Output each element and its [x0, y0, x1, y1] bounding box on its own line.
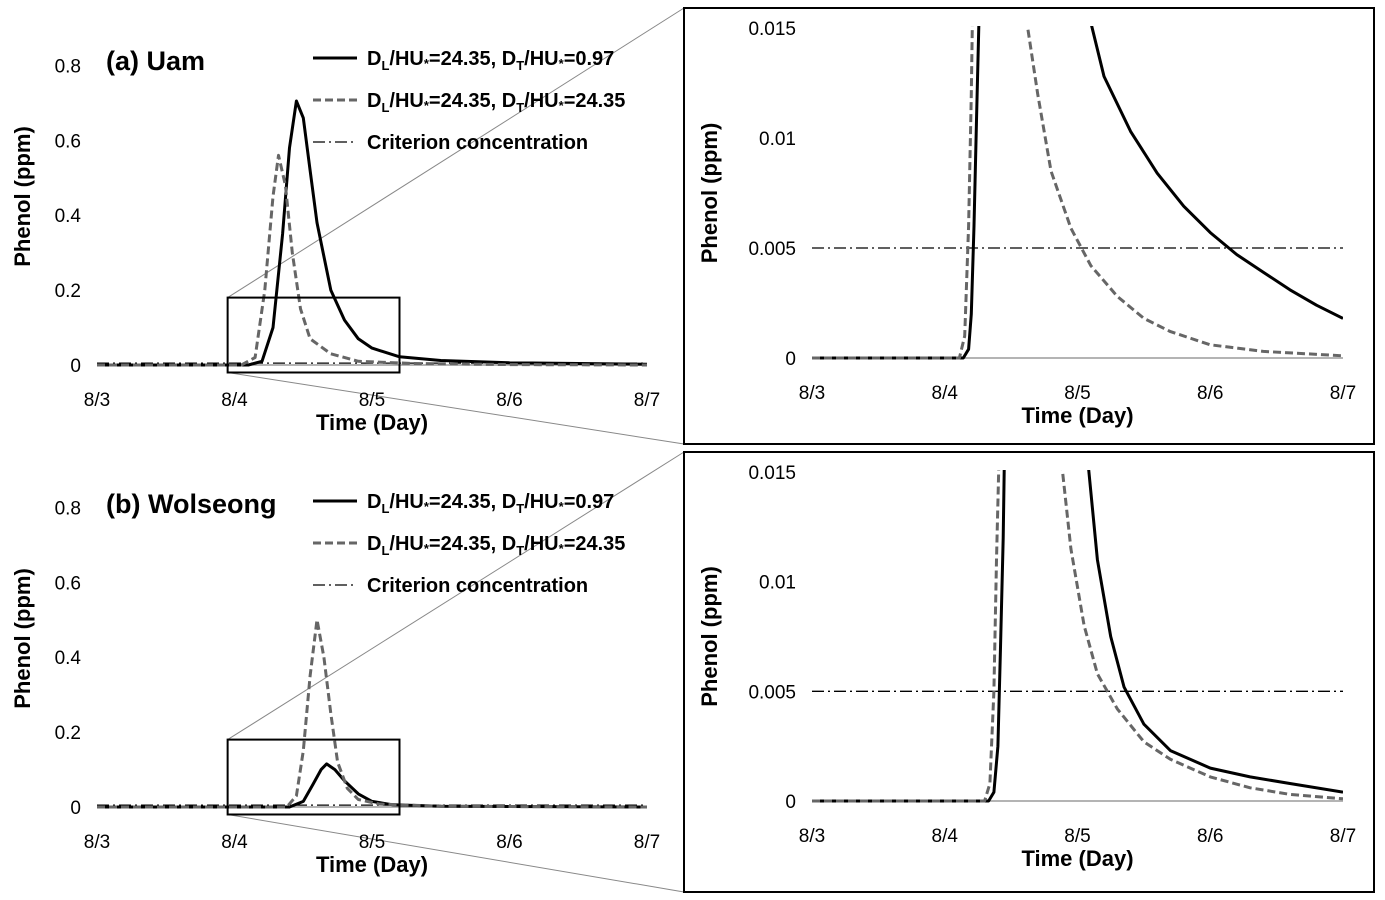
x-tick-label: 8/7 — [1330, 826, 1356, 847]
x-tick-label: 8/6 — [1197, 383, 1223, 404]
zoom-frame-a — [683, 7, 1375, 445]
zoom-connector-top — [227, 451, 685, 741]
series-line-solid — [812, 26, 981, 360]
x-tick-label: 8/5 — [359, 390, 385, 411]
x-tick-label: 8/3 — [84, 390, 110, 411]
x-tick-label: 8/3 — [84, 832, 110, 853]
legend-entry-label: DL/HU*=24.35, DT/HU*=24.35 — [367, 533, 625, 558]
y-axis-label: Phenol (ppm) — [10, 568, 35, 709]
legend-entry-label: DL/HU*=24.35, DT/HU*=0.97 — [367, 491, 614, 516]
y-tick-label: 0.4 — [55, 648, 82, 669]
series-line-solid — [1090, 26, 1343, 320]
legend-entry-label: Criterion concentration — [367, 132, 588, 154]
x-tick-label: 8/7 — [1330, 383, 1356, 404]
x-tick-label: 8/7 — [634, 832, 660, 853]
y-tick-label: 0 — [785, 349, 796, 370]
series-line-dashed — [97, 153, 647, 367]
y-tick-label: 0.005 — [748, 239, 796, 260]
y-tick-label: 0.6 — [55, 573, 81, 594]
y-tick-label: 0.01 — [759, 573, 796, 594]
x-tick-label: 8/7 — [634, 390, 660, 411]
chart-wolseong-main: 8/3 8/4 8/5 8/6 8/7 0 0.2 0.4 0.6 0.8 Time (Day) Ph… — [10, 489, 660, 877]
zoom-box — [226, 738, 401, 816]
y-axis-label: Phenol (ppm) — [10, 126, 35, 267]
chart-uam-main: 8/3 8/4 8/5 8/6 8/7 0 0.2 0.4 0.6 0.8 Time (Day) Ph… — [10, 46, 660, 435]
y-tick-label: 0.005 — [748, 682, 796, 703]
y-tick-label: 0.2 — [55, 723, 81, 744]
chart-uam-zoom: 8/3 8/4 8/5 8/6 8/7 0 0.005 0.01 0.015 Time (Day)… — [697, 19, 1356, 428]
panel-title: (a) Uam — [106, 46, 205, 76]
y-tick-label: 0.4 — [55, 206, 82, 227]
x-tick-label: 8/6 — [496, 832, 522, 853]
y-tick-label: 0 — [70, 798, 81, 819]
y-tick-label: 0 — [785, 792, 796, 813]
zoom-connector-top — [227, 7, 685, 299]
x-tick-label: 8/6 — [496, 390, 522, 411]
zoom-frame-b — [683, 451, 1375, 893]
series-line-dashed — [1060, 470, 1343, 801]
x-tick-label: 8/4 — [221, 832, 248, 853]
series-line-solid — [1087, 470, 1343, 794]
series-line-dashed — [97, 618, 647, 809]
series-line-solid — [97, 99, 647, 367]
x-tick-label: 8/5 — [359, 832, 385, 853]
chart-wolseong-zoom: 8/3 8/4 8/5 8/6 8/7 0 0.005 0.01 0.015 Time (Day)… — [697, 463, 1356, 871]
x-axis-label: Time (Day) — [1021, 846, 1133, 871]
x-tick-label: 8/5 — [1064, 826, 1090, 847]
y-tick-label: 0.8 — [55, 56, 81, 77]
y-tick-label: 0.015 — [748, 19, 796, 40]
legend-entry-label: DL/HU*=24.35, DT/HU*=0.97 — [367, 48, 614, 73]
zoom-box — [226, 296, 401, 374]
series-line-dashed — [812, 470, 1001, 803]
y-tick-label: 0.01 — [759, 129, 796, 150]
x-tick-label: 8/4 — [221, 390, 248, 411]
zoom-connector-bottom — [227, 813, 685, 893]
legend-entry-label: Criterion concentration — [367, 575, 588, 597]
legend-entry-label: DL/HU*=24.35, DT/HU*=24.35 — [367, 90, 625, 115]
y-tick-label: 0.6 — [55, 131, 81, 152]
series-line-solid — [812, 470, 1006, 803]
x-tick-label: 8/4 — [932, 826, 959, 847]
x-tick-label: 8/3 — [799, 383, 825, 404]
series-line-solid — [97, 762, 647, 809]
y-tick-label: 0.8 — [55, 498, 81, 519]
panel-title: (b) Wolseong — [106, 489, 276, 519]
zoom-connector-bottom — [227, 371, 685, 445]
x-tick-label: 8/3 — [799, 826, 825, 847]
series-line-dashed — [1025, 26, 1343, 358]
x-tick-label: 8/5 — [1064, 383, 1090, 404]
y-tick-label: 0.015 — [748, 463, 796, 484]
y-tick-label: 0 — [70, 356, 81, 377]
series-line-dashed — [812, 26, 974, 360]
x-axis-label: Time (Day) — [316, 852, 428, 877]
y-axis-label: Phenol (ppm) — [697, 566, 722, 707]
x-axis-label: Time (Day) — [1021, 403, 1133, 428]
zoom-connectors — [227, 7, 685, 893]
y-axis-label: Phenol (ppm) — [697, 123, 722, 264]
y-tick-label: 0.2 — [55, 281, 81, 302]
x-axis-label: Time (Day) — [316, 410, 428, 435]
x-tick-label: 8/4 — [932, 383, 959, 404]
x-tick-label: 8/6 — [1197, 826, 1223, 847]
